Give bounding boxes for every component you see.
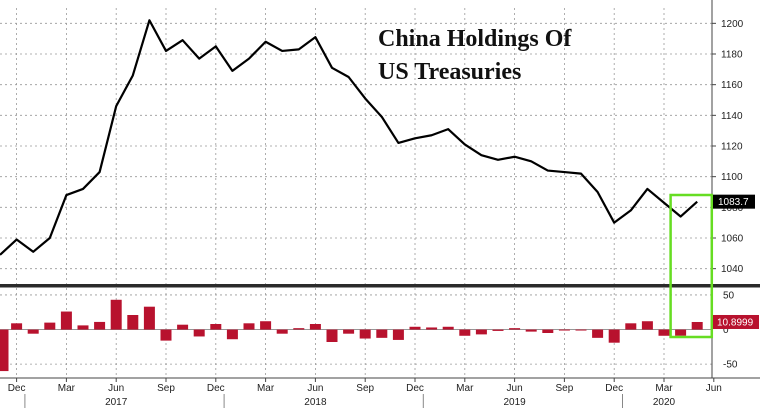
- change-bar: [60, 311, 72, 330]
- change-bar: [426, 327, 438, 330]
- last-change-badge: [713, 314, 759, 329]
- x-month-label: Jun: [706, 383, 722, 394]
- x-month-label: Dec: [605, 383, 623, 394]
- x-month-label: Sep: [157, 383, 175, 394]
- change-bar: [0, 329, 9, 372]
- x-month-label: Jun: [307, 383, 323, 394]
- highlight-box: [669, 193, 714, 339]
- change-bar: [675, 329, 687, 336]
- change-bar: [210, 324, 222, 330]
- x-month-label: Dec: [406, 383, 424, 394]
- y-tick-label: 1040: [721, 264, 744, 275]
- change-bar: [625, 323, 637, 330]
- chart-subtitle: US Treasuries: [378, 59, 521, 85]
- change-bar: [658, 329, 670, 336]
- x-month-label: Mar: [257, 383, 275, 394]
- y-tick-label: -50: [723, 360, 738, 371]
- change-bar: [492, 329, 504, 331]
- y-tick-label: 1160: [721, 80, 743, 91]
- change-bar: [509, 328, 521, 330]
- x-year-label: 2017: [105, 397, 128, 408]
- holdings-line: [0, 19, 698, 256]
- x-month-label: Mar: [456, 383, 474, 394]
- change-bar: [525, 329, 537, 332]
- y-tick-label: 1100: [721, 172, 743, 183]
- change-bar: [77, 325, 89, 330]
- x-year-label: 2020: [653, 397, 676, 408]
- change-bar: [691, 321, 703, 330]
- last-value-labels: 1083.7 10.8999: [713, 194, 759, 329]
- change-bar: [558, 329, 570, 331]
- change-bar: [44, 322, 56, 330]
- change-bar: [110, 299, 122, 330]
- x-year-label: 2019: [503, 397, 526, 408]
- last-change-label: 10.8999: [717, 317, 754, 328]
- x-month-label: Dec: [207, 383, 225, 394]
- y-tick-label: 0: [723, 325, 729, 336]
- change-bar: [608, 329, 620, 343]
- y-tick-label: 1200: [721, 19, 744, 30]
- y-tick-label: 50: [723, 290, 735, 301]
- x-month-label: Sep: [356, 383, 374, 394]
- change-bar: [475, 329, 487, 335]
- x-axis: Dec Mar Jun Sep Dec Mar Jun Sep Dec Mar Jun Sep Dec M…: [8, 378, 722, 408]
- x-month-label: Jun: [507, 383, 523, 394]
- change-bar: [542, 329, 554, 333]
- x-month-label: Jun: [108, 383, 124, 394]
- change-bar: [243, 323, 255, 330]
- change-bar: [376, 329, 388, 338]
- monthly-change-bars: [0, 299, 703, 372]
- y-tick-label: 1120: [721, 142, 743, 153]
- change-bar: [177, 324, 189, 330]
- change-bar: [143, 306, 155, 330]
- x-month-label: Mar: [58, 383, 76, 394]
- change-bar: [459, 329, 471, 336]
- grid-lines: [0, 8, 712, 378]
- x-year-label: 2018: [304, 397, 327, 408]
- y-axes: 104010601080110011201140116011801200-500…: [0, 0, 760, 379]
- x-month-label: Sep: [556, 383, 574, 394]
- panel-separator: [0, 284, 760, 288]
- change-bar: [276, 329, 288, 334]
- change-bar: [11, 323, 23, 330]
- highlight-rectangle: [669, 193, 714, 339]
- y-tick-label: 1060: [721, 234, 744, 245]
- change-bar: [226, 329, 238, 340]
- change-bar: [641, 321, 653, 330]
- change-bar: [127, 315, 139, 330]
- y-tick-label: 1140: [721, 111, 743, 122]
- change-bar: [575, 329, 587, 331]
- change-bar: [343, 329, 355, 334]
- change-bar: [442, 326, 454, 330]
- change-bar: [309, 324, 321, 330]
- holdings-series-line: [0, 19, 698, 256]
- change-bar: [392, 329, 404, 340]
- change-bar: [193, 329, 205, 337]
- change-bar: [293, 328, 305, 330]
- y-tick-label: 1180: [721, 50, 743, 61]
- change-bar: [160, 329, 172, 341]
- change-bar: [260, 321, 272, 330]
- change-bar: [94, 321, 106, 330]
- chart-title: China Holdings Of: [378, 26, 572, 52]
- change-bar: [359, 329, 371, 339]
- change-bar: [409, 326, 421, 330]
- change-bar: [592, 329, 604, 338]
- change-bar: [27, 329, 39, 334]
- x-month-label: Dec: [8, 383, 26, 394]
- change-bar: [326, 329, 338, 342]
- last-value-label: 1083.7: [718, 197, 749, 208]
- x-month-label: Mar: [655, 383, 673, 394]
- last-value-badge: [713, 194, 755, 209]
